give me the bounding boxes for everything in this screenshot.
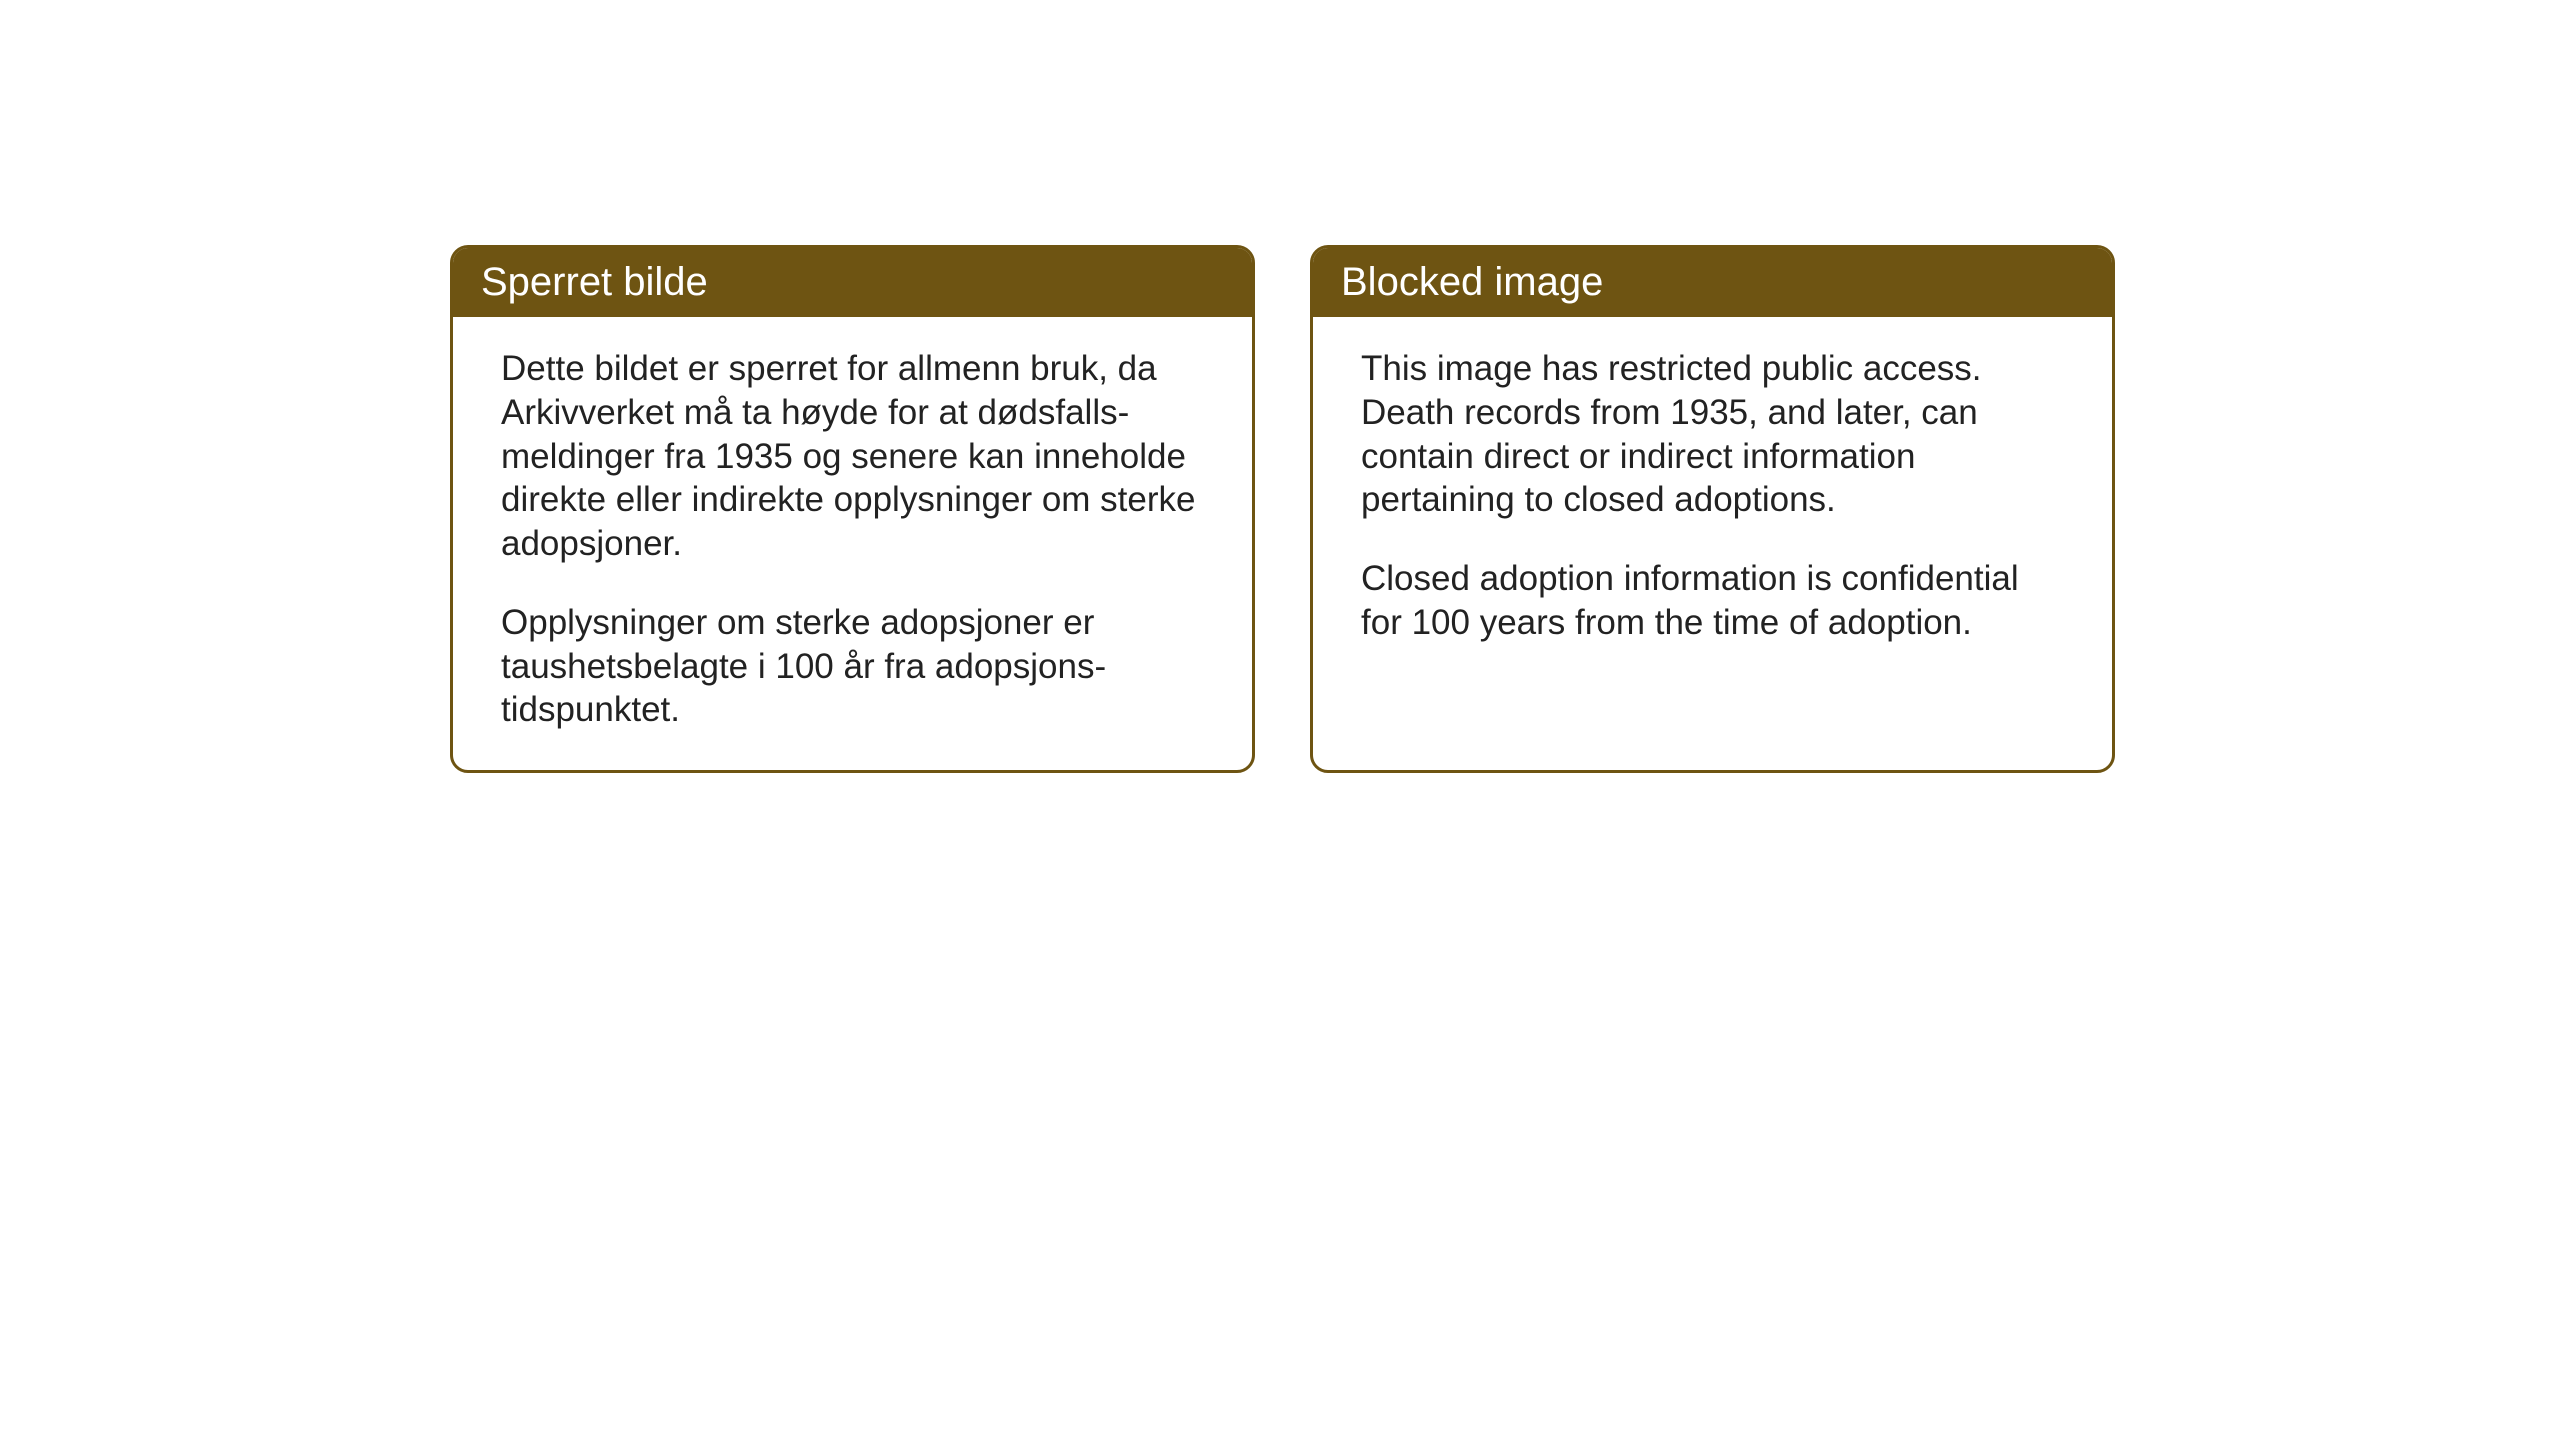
notice-container: Sperret bilde Dette bildet er sperret fo… <box>450 245 2115 773</box>
paragraph-2: Opplysninger om sterke adopsjoner er tau… <box>501 601 1204 732</box>
card-header: Sperret bilde <box>453 248 1252 317</box>
card-title: Sperret bilde <box>481 260 708 304</box>
paragraph-1: This image has restricted public access.… <box>1361 347 2064 522</box>
card-body: This image has restricted public access.… <box>1313 317 2112 727</box>
paragraph-1: Dette bildet er sperret for allmenn bruk… <box>501 347 1204 566</box>
notice-card-english: Blocked image This image has restricted … <box>1310 245 2115 773</box>
card-header: Blocked image <box>1313 248 2112 317</box>
paragraph-2: Closed adoption information is confident… <box>1361 557 2064 645</box>
notice-card-norwegian: Sperret bilde Dette bildet er sperret fo… <box>450 245 1255 773</box>
card-body: Dette bildet er sperret for allmenn bruk… <box>453 317 1252 770</box>
card-title: Blocked image <box>1341 260 1603 304</box>
